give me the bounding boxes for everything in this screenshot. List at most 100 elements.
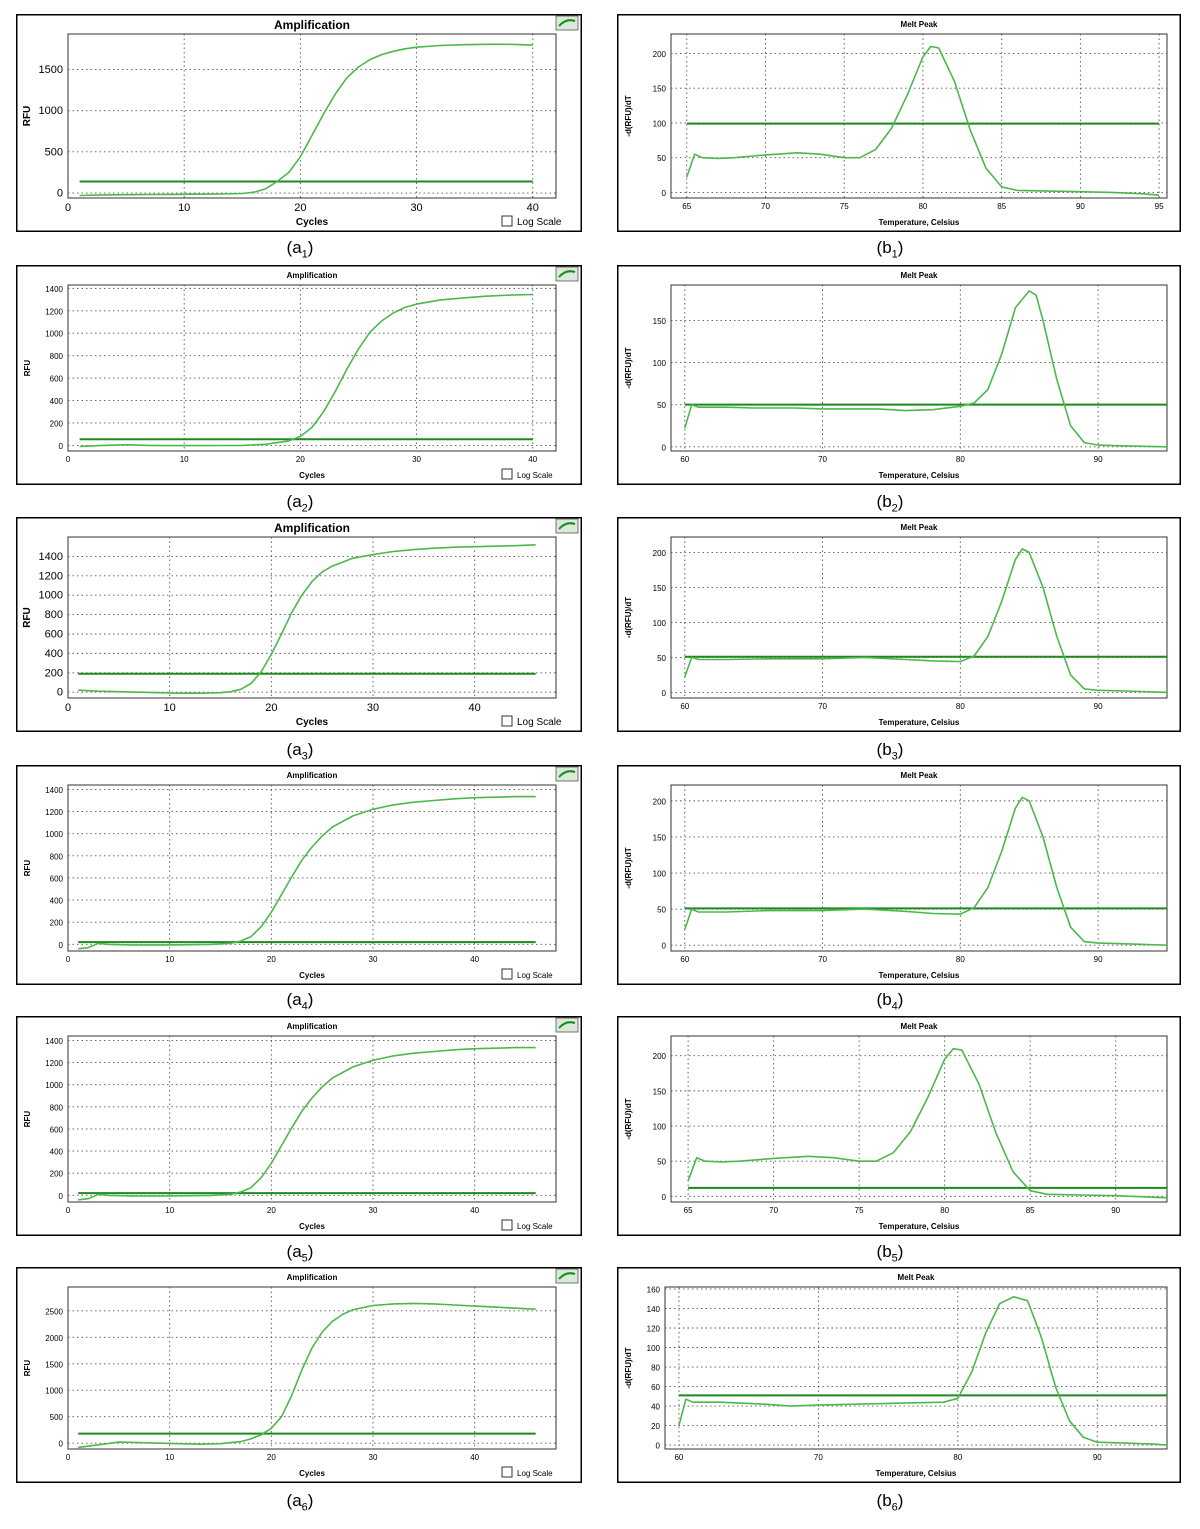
y-tick-label: 60 [651,1383,660,1392]
series-line[interactable] [78,1302,536,1449]
caption-prefix: (b [876,990,892,1009]
series-line[interactable] [678,1296,1167,1446]
x-axis-label: Cycles [299,971,325,980]
caption-suffix: ) [307,1242,314,1261]
y-tick-label: 0 [59,442,64,451]
chart-frame [16,765,582,985]
x-axis-label: Cycles [299,1222,325,1231]
y-tick-label: 100 [653,619,667,628]
y-tick-label: 0 [662,1193,667,1202]
chart-title: Amplification [287,271,338,280]
x-axis-label: Cycles [299,1469,325,1478]
y-tick-label: 1000 [45,1081,63,1090]
y-axis-label: RFU [22,106,33,127]
series-line[interactable] [684,548,1167,694]
log-scale-label: Log Scale [517,1222,553,1231]
y-tick-label: 20 [651,1422,660,1431]
series-line[interactable] [684,290,1167,448]
log-scale-checkbox[interactable] [501,468,513,480]
green-curve-icon[interactable] [555,15,579,31]
caption-prefix: (a [286,990,302,1009]
x-tick-label: 40 [528,455,537,464]
y-axis-label: RFU [23,860,32,877]
series-line[interactable] [687,1047,1167,1199]
y-tick-label: 600 [50,874,64,883]
log-scale-checkbox[interactable] [501,968,513,980]
caption-suffix: ) [897,1242,904,1261]
green-curve-icon[interactable] [555,1017,579,1033]
plot-area [664,1286,1168,1450]
caption-subscript: 2 [891,502,898,515]
y-tick-label: 100 [653,359,667,368]
x-tick-label: 60 [680,955,689,964]
caption-suffix: ) [307,492,314,511]
series-line[interactable] [78,544,536,694]
y-tick-label: 400 [45,648,63,660]
y-tick-label: 1000 [45,830,63,839]
caption-subscript: 1 [301,248,308,261]
series-line[interactable] [78,795,536,950]
x-tick-label: 90 [1076,202,1085,211]
series-line[interactable] [685,45,1160,196]
log-scale-checkbox[interactable] [501,1466,513,1478]
x-tick-label: 20 [267,1453,276,1462]
caption-prefix: (a [286,492,302,511]
plot-area [67,536,557,699]
y-axis-label: -d(RFU)/dT [624,847,633,888]
y-tick-label: 150 [653,85,667,94]
caption-prefix: (b [876,1242,892,1261]
y-axis-label: -d(RFU)/dT [624,1347,633,1388]
x-tick-label: 80 [918,202,927,211]
x-tick-label: 80 [956,455,965,464]
y-tick-label: 400 [50,397,64,406]
panel-caption: (b2) [790,492,990,514]
y-tick-label: 800 [50,352,64,361]
green-curve-icon[interactable] [555,1268,579,1284]
y-axis-label: RFU [22,607,33,628]
y-tick-label: 40 [651,1403,660,1412]
log-scale-checkbox[interactable] [501,1219,513,1231]
y-tick-label: 50 [657,1158,666,1167]
series-line[interactable] [79,43,533,197]
chart-svg-b5: Melt Peak 65 70 75 80 85 90 0 50 100 150 200 Tempera… [617,1016,1181,1236]
x-tick-label: 65 [682,202,691,211]
log-scale-checkbox[interactable] [501,715,513,727]
y-axis-label: -d(RFU)/dT [624,1098,633,1139]
y-tick-label: 500 [45,146,63,158]
x-tick-label: 30 [410,202,422,214]
x-axis-label: Temperature, Celsius [876,1469,957,1478]
green-curve-icon[interactable] [555,518,579,534]
series-line[interactable] [79,293,533,448]
x-tick-label: 40 [470,955,479,964]
log-scale-checkbox[interactable] [501,215,513,227]
series-line[interactable] [684,796,1167,946]
x-tick-label: 70 [769,1206,778,1215]
y-tick-label: 2000 [45,1334,63,1343]
y-tick-label: 800 [45,609,63,621]
chart-panel-a6: Amplification 0 10 20 30 40 0 500 1000 1500 2000 25… [16,1267,582,1483]
x-tick-label: 10 [178,202,190,214]
chart-frame [16,517,582,732]
x-tick-label: 80 [953,1453,962,1462]
chart-title: Melt Peak [898,1273,935,1282]
chart-frame [617,517,1181,732]
y-tick-label: 600 [45,628,63,640]
green-curve-icon[interactable] [555,766,579,782]
y-tick-label: 150 [653,1087,667,1096]
x-tick-label: 0 [65,702,71,714]
x-axis-label: Temperature, Celsius [879,971,960,980]
chart-frame [617,265,1181,485]
series-line[interactable] [78,1046,536,1201]
caption-suffix: ) [897,740,904,759]
chart-panel-b2: Melt Peak 60 70 80 90 0 50 100 150 Temperature, C… [617,265,1181,485]
y-tick-label: 0 [662,189,667,198]
chart-svg-a6: Amplification 0 10 20 30 40 0 500 1000 1500 2000 25… [16,1267,582,1483]
y-tick-label: 1200 [45,1059,63,1068]
y-tick-label: 0 [59,941,64,950]
y-tick-label: 1000 [39,105,63,117]
green-curve-icon[interactable] [555,266,579,282]
x-tick-label: 0 [66,1453,71,1462]
y-tick-label: 140 [647,1305,661,1314]
y-tick-label: 800 [50,1103,64,1112]
caption-subscript: 2 [301,502,308,515]
